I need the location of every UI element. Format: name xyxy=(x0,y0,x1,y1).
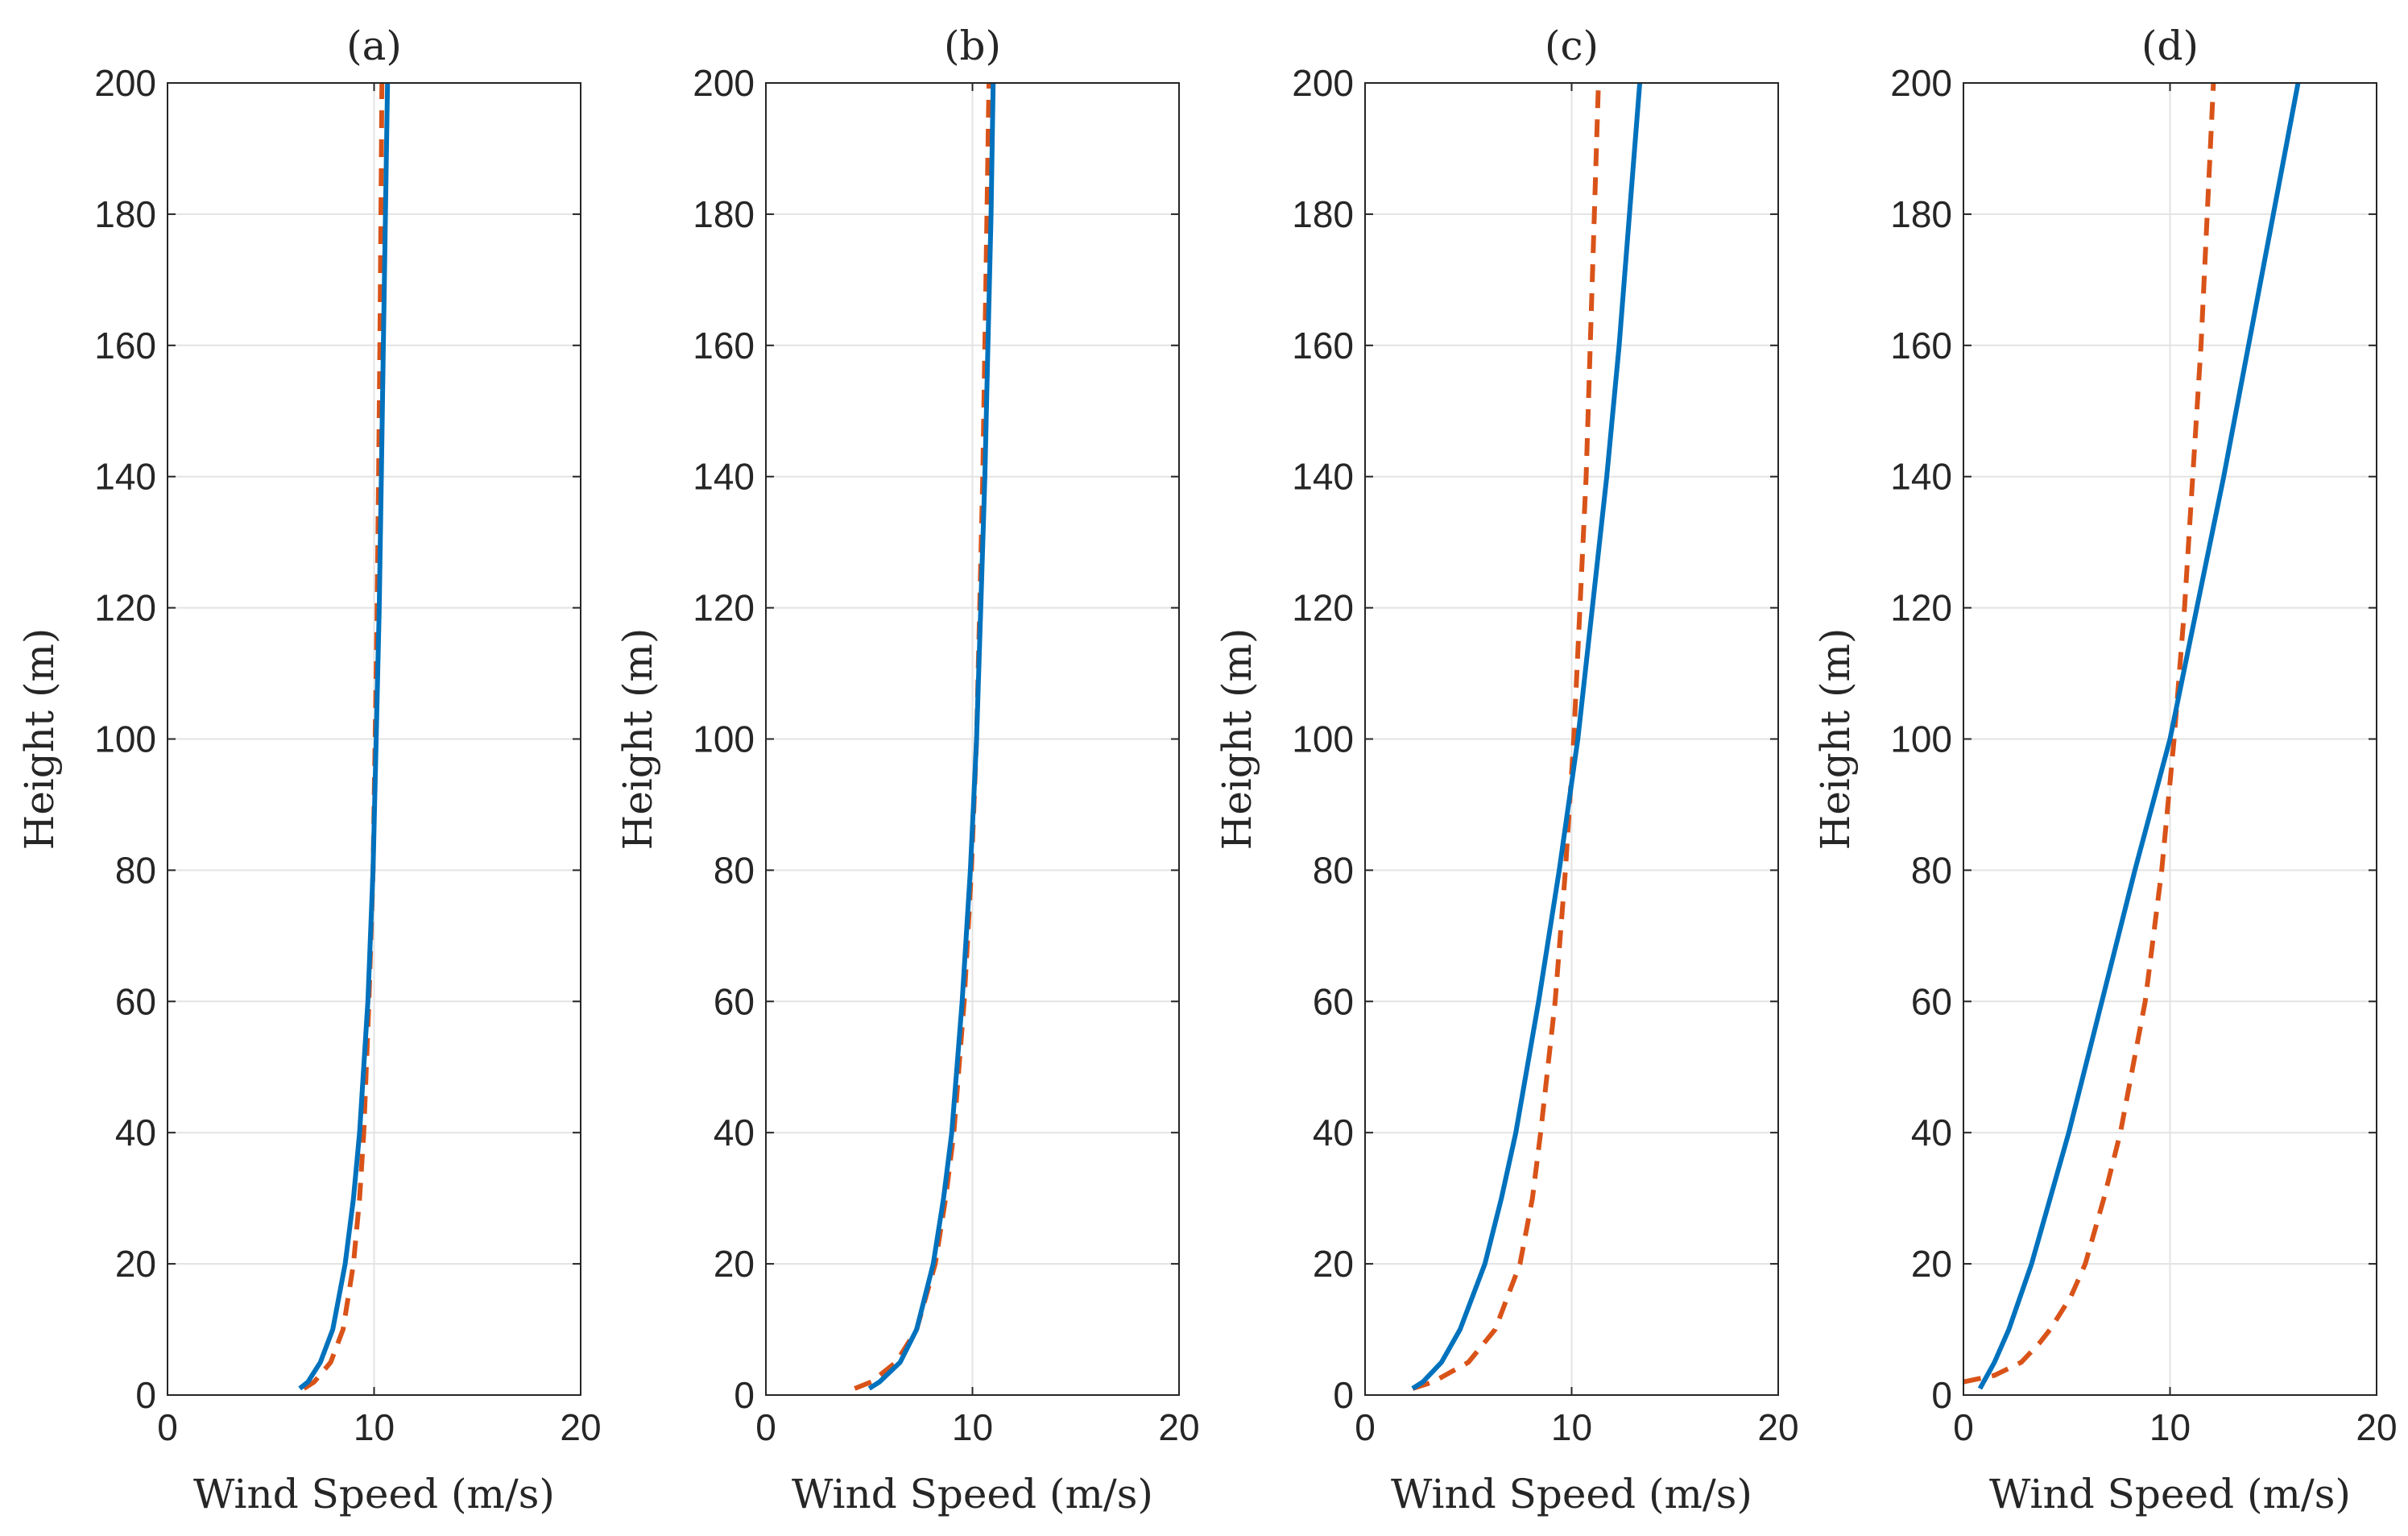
x-axis-label: Wind Speed (m/s) xyxy=(1391,1471,1752,1517)
y-tick-label: 160 xyxy=(1292,325,1354,366)
y-tick-label: 60 xyxy=(714,980,755,1022)
panel-title: (b) xyxy=(944,23,1001,69)
y-tick-label: 100 xyxy=(693,718,755,760)
y-tick-label: 180 xyxy=(1292,193,1354,235)
y-tick-label: 200 xyxy=(1890,62,1952,104)
y-tick-label: 140 xyxy=(1890,456,1952,498)
panel-a: 0 10 20020406080100120140160180200(a)Wind … xyxy=(16,23,602,1517)
x-tick-label: 0 xyxy=(157,1406,178,1448)
y-tick-label: 40 xyxy=(1313,1112,1354,1153)
panel-title: (a) xyxy=(346,23,402,69)
y-axis-label: Height (m) xyxy=(1812,628,1859,851)
y-axis-label: Height (m) xyxy=(614,628,661,851)
y-tick-label: 160 xyxy=(693,325,755,366)
dashed-series-line xyxy=(854,83,991,1391)
y-tick-label: 0 xyxy=(734,1374,755,1416)
y-tick-label: 40 xyxy=(714,1112,755,1153)
y-tick-label: 120 xyxy=(1890,587,1952,629)
y-tick-label: 0 xyxy=(135,1374,156,1416)
y-tick-label: 80 xyxy=(714,849,755,891)
x-tick-label: 0 xyxy=(755,1406,776,1448)
x-tick-label: 10 xyxy=(2149,1406,2191,1448)
y-tick-label: 60 xyxy=(1911,980,1952,1022)
x-tick-label: 20 xyxy=(1158,1406,1199,1448)
y-tick-label: 180 xyxy=(1890,193,1952,235)
solid-series-line xyxy=(867,83,996,1391)
x-tick-label: 20 xyxy=(560,1406,601,1448)
x-tick-label: 10 xyxy=(952,1406,993,1448)
y-tick-label: 20 xyxy=(714,1243,755,1285)
solid-series-line xyxy=(1977,83,2301,1390)
y-tick-label: 0 xyxy=(1931,1374,1952,1416)
y-tick-label: 80 xyxy=(1911,849,1952,891)
y-tick-label: 140 xyxy=(94,456,156,498)
y-tick-label: 140 xyxy=(693,456,755,498)
y-tick-label: 20 xyxy=(1313,1243,1354,1285)
x-tick-label: 0 xyxy=(1355,1406,1376,1448)
y-tick-label: 120 xyxy=(693,587,755,629)
y-tick-label: 180 xyxy=(693,193,755,235)
y-tick-label: 40 xyxy=(115,1112,156,1153)
x-axis-label: Wind Speed (m/s) xyxy=(193,1471,555,1517)
x-tick-label: 10 xyxy=(1551,1406,1592,1448)
y-tick-label: 200 xyxy=(1292,62,1354,104)
y-tick-label: 100 xyxy=(94,718,156,760)
y-tick-label: 80 xyxy=(1313,849,1354,891)
x-tick-label: 10 xyxy=(354,1406,395,1448)
dashed-series-line xyxy=(302,83,385,1391)
y-tick-label: 20 xyxy=(115,1243,156,1285)
dashed-series-line xyxy=(1412,83,1601,1391)
y-axis-label: Height (m) xyxy=(1214,628,1260,851)
y-tick-label: 80 xyxy=(115,849,156,891)
y-tick-label: 160 xyxy=(94,325,156,366)
solid-series-line xyxy=(1411,83,1643,1391)
panel-b: 0 10 20020406080100120140160180200(b)Wind … xyxy=(614,23,1200,1517)
x-tick-label: 20 xyxy=(2356,1406,2397,1448)
dashed-series-line xyxy=(1963,83,2216,1385)
x-tick-label: 0 xyxy=(1953,1406,1974,1448)
panel-c: 0 10 20020406080100120140160180200(c)Wind … xyxy=(1214,23,1799,1517)
solid-series-line xyxy=(298,83,391,1391)
y-tick-label: 40 xyxy=(1911,1112,1952,1153)
panel-d: 0 10 20020406080100120140160180200(d)Wind … xyxy=(1812,23,2398,1517)
y-tick-label: 180 xyxy=(94,193,156,235)
x-axis-label: Wind Speed (m/s) xyxy=(1989,1471,2351,1517)
y-axis-label: Height (m) xyxy=(16,628,63,851)
y-tick-label: 200 xyxy=(94,62,156,104)
x-tick-label: 20 xyxy=(1757,1406,1798,1448)
y-tick-label: 120 xyxy=(1292,587,1354,629)
y-tick-label: 140 xyxy=(1292,456,1354,498)
y-tick-label: 0 xyxy=(1333,1374,1354,1416)
x-axis-label: Wind Speed (m/s) xyxy=(792,1471,1153,1517)
y-tick-label: 100 xyxy=(1890,718,1952,760)
y-tick-label: 60 xyxy=(1313,980,1354,1022)
y-tick-label: 200 xyxy=(693,62,755,104)
y-tick-label: 20 xyxy=(1911,1243,1952,1285)
y-tick-label: 60 xyxy=(115,980,156,1022)
y-tick-label: 160 xyxy=(1890,325,1952,366)
panel-title: (d) xyxy=(2141,23,2199,69)
panel-title: (c) xyxy=(1545,23,1599,69)
y-tick-label: 120 xyxy=(94,587,156,629)
y-tick-label: 100 xyxy=(1292,718,1354,760)
